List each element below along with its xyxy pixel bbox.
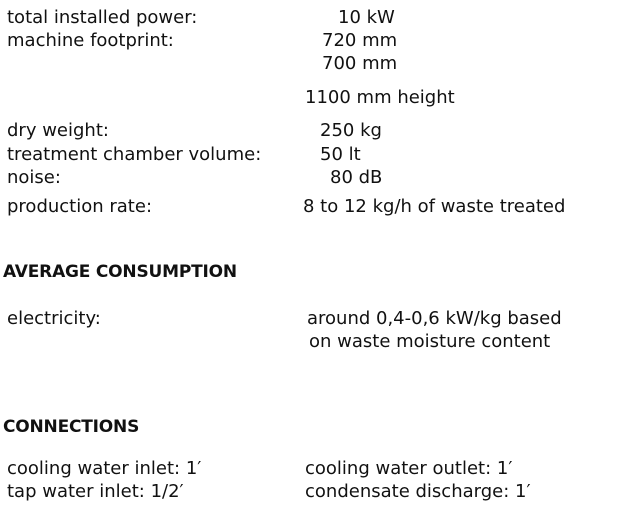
spec-value-power: 10 kW	[338, 7, 395, 28]
section-heading-connections: CONNECTIONS	[3, 417, 140, 437]
spec-label-dry-weight: dry weight:	[7, 120, 109, 141]
spec-value-footprint-height: 1100 mm height	[305, 87, 455, 108]
consumption-label-electricity: electricity:	[7, 308, 101, 329]
consumption-value-line-2: on waste moisture content	[309, 331, 551, 352]
connection-cooling-water-inlet: cooling water inlet: 1′	[7, 458, 202, 479]
spec-label-footprint: machine footprint:	[7, 30, 174, 51]
spec-label-noise: noise:	[7, 167, 61, 188]
spec-value-production-rate: 8 to 12 kg/h of waste treated	[303, 196, 566, 217]
spec-value-footprint-length: 720 mm	[322, 30, 398, 51]
spec-label-chamber-volume: treatment chamber volume:	[7, 144, 262, 165]
connection-tap-water-inlet: tap water inlet: 1/2′	[7, 481, 184, 502]
spec-value-dry-weight: 250 kg	[320, 120, 382, 141]
connection-condensate-discharge: condensate discharge: 1′	[305, 481, 531, 502]
spec-label-power: total installed power:	[7, 7, 198, 28]
consumption-value-line-1: around 0,4-0,6 kW/kg based	[307, 308, 562, 329]
connection-cooling-water-outlet: cooling water outlet: 1′	[305, 458, 513, 479]
spec-value-footprint-width: 700 mm	[322, 53, 398, 74]
section-heading-average-consumption: AVERAGE CONSUMPTION	[3, 262, 237, 282]
spec-label-production-rate: production rate:	[7, 196, 153, 217]
spec-value-noise: 80 dB	[330, 167, 383, 188]
spec-value-chamber-volume: 50 lt	[320, 144, 361, 165]
